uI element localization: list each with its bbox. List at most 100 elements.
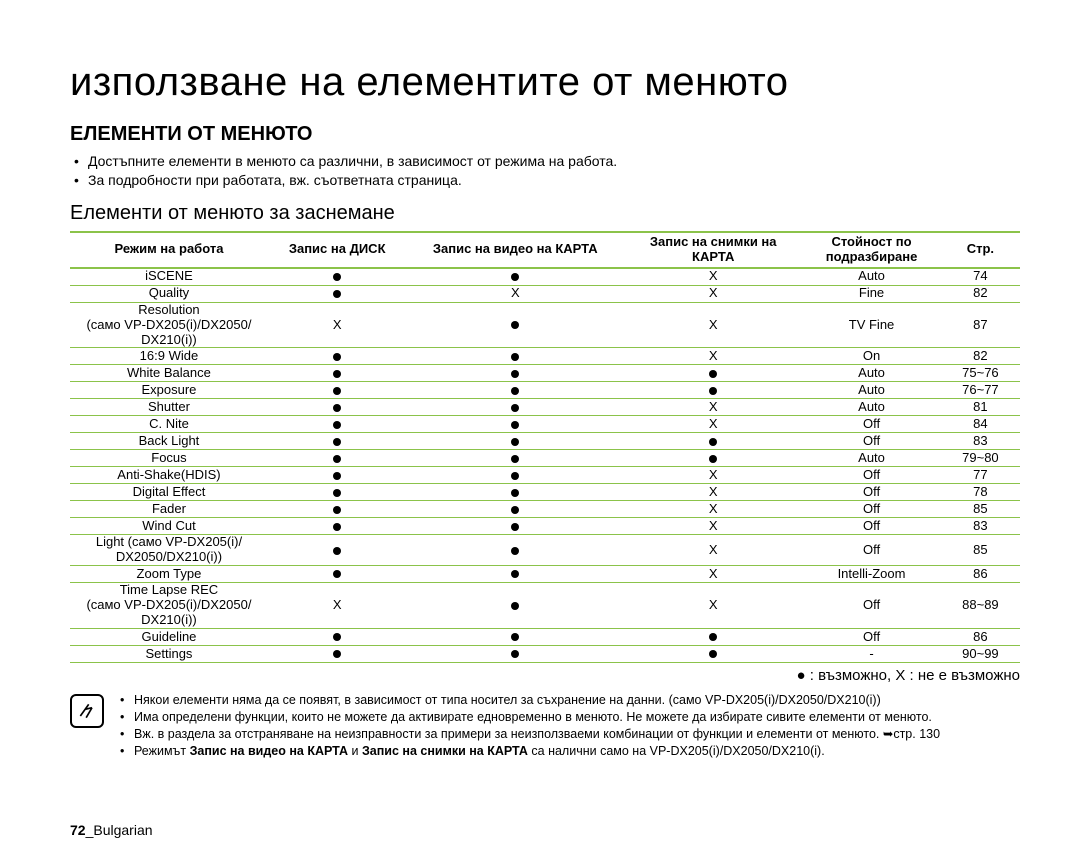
section-heading: ЕЛЕМЕНТИ ОТ МЕНЮТО <box>70 123 1020 146</box>
cell-disc <box>268 566 407 583</box>
cell-disc <box>268 646 407 663</box>
cell-page: 83 <box>941 518 1020 535</box>
cell-default: Off <box>802 484 941 501</box>
cell-name: Time Lapse REC(само VP-DX205(i)/DX2050/D… <box>70 583 268 629</box>
cell-disc: X <box>268 583 407 629</box>
cell-photo <box>624 382 802 399</box>
table-row: Wind CutXOff83 <box>70 518 1020 535</box>
dot-icon <box>333 570 341 578</box>
cell-name: Shutter <box>70 399 268 416</box>
table-row: C. NiteXOff84 <box>70 416 1020 433</box>
cell-page: 86 <box>941 629 1020 646</box>
cell-name: Focus <box>70 450 268 467</box>
dot-icon <box>511 472 519 480</box>
cell-page: 82 <box>941 348 1020 365</box>
cell-photo: X <box>624 268 802 286</box>
cell-disc <box>268 467 407 484</box>
dot-icon <box>511 370 519 378</box>
cell-disc: X <box>268 302 407 348</box>
cell-disc <box>268 433 407 450</box>
cell-disc <box>268 518 407 535</box>
cell-page: 84 <box>941 416 1020 433</box>
cell-default: Fine <box>802 285 941 302</box>
table-row: iSCENEXAuto74 <box>70 268 1020 286</box>
cell-photo: X <box>624 501 802 518</box>
cell-name: Settings <box>70 646 268 663</box>
dot-icon <box>709 438 717 446</box>
note-item: Има определени функции, които не можете … <box>134 709 940 726</box>
col-default: Стойност по подразбиране <box>802 232 941 268</box>
cell-video <box>406 518 624 535</box>
cell-disc <box>268 535 407 566</box>
dot-icon <box>511 455 519 463</box>
dot-icon <box>333 438 341 446</box>
cell-video <box>406 399 624 416</box>
col-photo: Запис на снимки на КАРТА <box>624 232 802 268</box>
cell-name: Quality <box>70 285 268 302</box>
dot-icon <box>511 421 519 429</box>
table-row: Resolution(само VP-DX205(i)/DX2050/DX210… <box>70 302 1020 348</box>
cell-photo: X <box>624 518 802 535</box>
table-row: FaderXOff85 <box>70 501 1020 518</box>
cell-page: 77 <box>941 467 1020 484</box>
dot-icon <box>333 472 341 480</box>
cell-name: iSCENE <box>70 268 268 286</box>
dot-icon <box>511 602 519 610</box>
intro-item: За подробности при работата, вж. съответ… <box>88 171 1020 190</box>
note-item: Вж. в раздела за отстраняване на неизпра… <box>134 726 940 743</box>
table-row: Light (само VP-DX205(i)/DX2050/DX210(i))… <box>70 535 1020 566</box>
cell-page: 82 <box>941 285 1020 302</box>
dot-icon <box>511 506 519 514</box>
cell-photo <box>624 433 802 450</box>
cell-default: Off <box>802 629 941 646</box>
cell-name: Resolution(само VP-DX205(i)/DX2050/DX210… <box>70 302 268 348</box>
dot-icon <box>333 506 341 514</box>
cell-disc <box>268 450 407 467</box>
cell-name: Anti-Shake(HDIS) <box>70 467 268 484</box>
intro-item: Достъпните елементи в менюто са различни… <box>88 152 1020 171</box>
cell-video <box>406 646 624 663</box>
table-row: ExposureAuto76~77 <box>70 382 1020 399</box>
cell-photo <box>624 365 802 382</box>
cell-photo: X <box>624 484 802 501</box>
cell-page: 90~99 <box>941 646 1020 663</box>
table-row: Settings -90~99 <box>70 646 1020 663</box>
dot-icon <box>333 387 341 395</box>
cell-disc <box>268 501 407 518</box>
table-row: Time Lapse REC(само VP-DX205(i)/DX2050/D… <box>70 583 1020 629</box>
cell-disc <box>268 365 407 382</box>
cell-disc <box>268 416 407 433</box>
dot-icon <box>511 633 519 641</box>
cell-disc <box>268 348 407 365</box>
col-page: Стр. <box>941 232 1020 268</box>
cell-page: 74 <box>941 268 1020 286</box>
table-row: Digital EffectXOff78 <box>70 484 1020 501</box>
footer-lang: Bulgarian <box>93 822 152 838</box>
table-row: QualityXXFine82 <box>70 285 1020 302</box>
dot-icon <box>333 273 341 281</box>
cell-default: Off <box>802 583 941 629</box>
cell-default: Off <box>802 535 941 566</box>
dot-icon <box>333 455 341 463</box>
cell-name: 16:9 Wide <box>70 348 268 365</box>
cell-video <box>406 629 624 646</box>
dot-icon <box>709 633 717 641</box>
cell-photo: X <box>624 348 802 365</box>
cell-page: 88~89 <box>941 583 1020 629</box>
cell-disc <box>268 268 407 286</box>
cell-name: White Balance <box>70 365 268 382</box>
dot-icon <box>333 547 341 555</box>
cell-name: Wind Cut <box>70 518 268 535</box>
dot-icon <box>511 353 519 361</box>
cell-default: Auto <box>802 382 941 399</box>
table-row: GuidelineOff86 <box>70 629 1020 646</box>
cell-page: 87 <box>941 302 1020 348</box>
cell-video <box>406 484 624 501</box>
cell-video <box>406 382 624 399</box>
table-row: Anti-Shake(HDIS)XOff77 <box>70 467 1020 484</box>
legend: ● : възможно, X : не е възможно <box>70 667 1020 684</box>
cell-default: - <box>802 646 941 663</box>
cell-default: Off <box>802 501 941 518</box>
dot-icon <box>333 523 341 531</box>
table-row: 16:9 WideXOn82 <box>70 348 1020 365</box>
